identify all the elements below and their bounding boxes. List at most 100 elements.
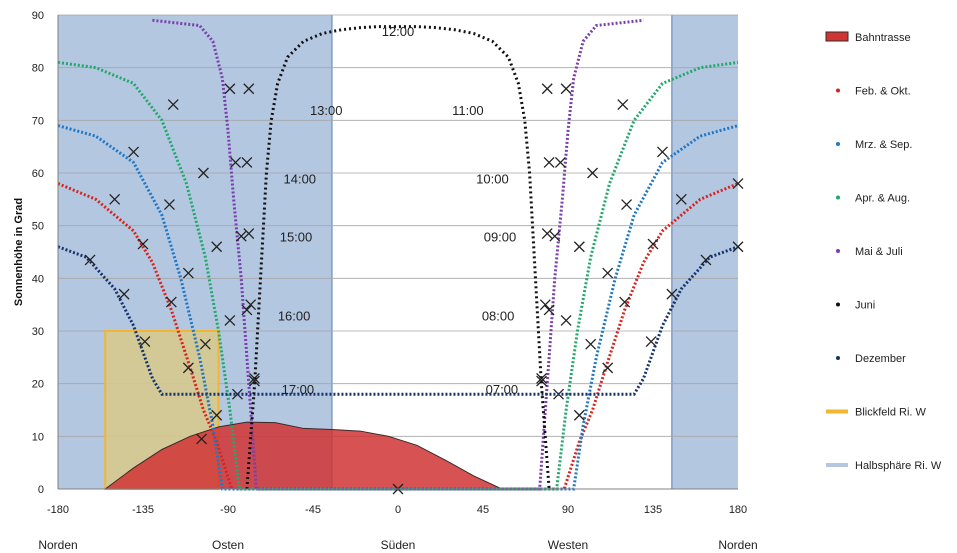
x-tick-label-3: -45 bbox=[305, 504, 321, 516]
series-marker-dezember-0 bbox=[84, 254, 96, 266]
y-tick-label-8: 80 bbox=[32, 63, 44, 75]
series-marker-feb-okt-8 bbox=[675, 193, 687, 205]
series-marker-mai-juli-1 bbox=[230, 157, 242, 168]
series-marker-apr-aug-1 bbox=[197, 167, 209, 179]
axes: 0 10 20 30 40 50 60 70 80 90 -180 -135 -90 -45 0 45 90 13… bbox=[13, 10, 758, 552]
time-label-8: 08:00 bbox=[482, 308, 515, 323]
legend-swatch-halbsph-re-ri-w bbox=[826, 463, 848, 467]
y-tick-label-4: 40 bbox=[32, 273, 44, 285]
direction-label-4: Norden bbox=[718, 538, 757, 552]
series-marker-mrz-sep-9 bbox=[656, 146, 668, 158]
series-marker-juni-10 bbox=[541, 83, 553, 95]
series-marker-apr-aug-9 bbox=[617, 99, 629, 110]
series-marker-dezember-3 bbox=[645, 336, 657, 347]
direction-label-0: Norden bbox=[38, 538, 77, 552]
series-marker-mai-juli-5 bbox=[536, 372, 548, 384]
legend-label-feb-okt: Feb. & Okt. bbox=[855, 86, 911, 98]
series-marker-dezember-5 bbox=[700, 254, 712, 266]
x-tick-label-6: 90 bbox=[562, 504, 574, 516]
legend: Bahntrasse Feb. & Okt. Mrz. & Sep. Apr. & A… bbox=[825, 31, 942, 472]
time-label-5: 15:00 bbox=[280, 229, 313, 244]
legend-label-mrz-sep: Mrz. & Sep. bbox=[855, 139, 912, 151]
series-marker-juni-9 bbox=[543, 157, 555, 168]
time-label-0: 12:00 bbox=[382, 24, 415, 39]
legend-swatch-apr-aug bbox=[836, 195, 840, 200]
series-marker-juni-7 bbox=[539, 299, 551, 311]
series-marker-apr-aug-8 bbox=[587, 167, 599, 179]
direction-label-3: Westen bbox=[548, 538, 588, 552]
series-marker-mai-juli-8 bbox=[554, 157, 566, 168]
series-marker-dezember-6 bbox=[732, 241, 744, 253]
series-marker-feb-okt-9 bbox=[732, 178, 744, 189]
y-tick-label-6: 60 bbox=[32, 168, 44, 180]
y-tick-label-7: 70 bbox=[32, 115, 44, 127]
time-label-6: 09:00 bbox=[484, 229, 517, 244]
direction-label-2: Süden bbox=[381, 538, 416, 552]
series-marker-feb-okt-4 bbox=[196, 433, 208, 445]
series-marker-juni-3 bbox=[245, 299, 257, 311]
plot-area: 12:00 13:00 11:00 14:00 10:00 15:00 09:00 16:00… bbox=[57, 14, 744, 495]
series-marker-mrz-sep-4 bbox=[211, 409, 223, 421]
series-marker-dezember-4 bbox=[666, 288, 678, 300]
y-tick-label-3: 30 bbox=[32, 326, 44, 338]
series-marker-feb-okt-0 bbox=[109, 193, 121, 205]
series-marker-mai-juli-3 bbox=[241, 304, 253, 316]
series-marker-mrz-sep-5 bbox=[573, 409, 585, 421]
y-tick-label-1: 10 bbox=[32, 431, 44, 443]
series-marker-feb-okt-7 bbox=[647, 238, 659, 250]
y-tick-label-0: 0 bbox=[38, 484, 44, 496]
legend-label-juni: Juni bbox=[855, 300, 875, 312]
x-tick-label-4: 0 bbox=[395, 504, 401, 516]
time-label-2: 11:00 bbox=[452, 103, 484, 118]
series-marker-apr-aug-7 bbox=[573, 241, 585, 253]
legend-label-dezember: Dezember bbox=[855, 353, 906, 365]
series-marker-dezember-1 bbox=[118, 288, 130, 300]
series-marker-dezember-2 bbox=[139, 336, 151, 347]
series-marker-mrz-sep-1 bbox=[163, 199, 175, 211]
legend-label-blickfeld-ri-w: Blickfeld Ri. W bbox=[855, 407, 927, 419]
time-label-4: 10:00 bbox=[476, 172, 509, 187]
series-marker-mrz-sep-8 bbox=[621, 199, 633, 211]
x-tick-label-2: -90 bbox=[220, 504, 236, 516]
series-marker-apr-aug-3 bbox=[224, 315, 236, 326]
series-marker-mrz-sep-3 bbox=[199, 338, 211, 350]
series-marker-feb-okt-1 bbox=[137, 238, 149, 250]
y-tick-label-2: 20 bbox=[32, 379, 44, 391]
legend-swatch-mrz-sep bbox=[836, 142, 840, 146]
series-marker-mrz-sep-6 bbox=[585, 338, 597, 350]
series-marker-feb-okt-3 bbox=[182, 362, 194, 374]
x-tick-label-7: 135 bbox=[644, 504, 662, 516]
time-label-7: 16:00 bbox=[278, 308, 311, 323]
x-tick-label-1: -135 bbox=[132, 504, 154, 516]
series-marker-juni-6 bbox=[536, 375, 548, 387]
series-marker-apr-aug-0 bbox=[167, 99, 179, 110]
series-marker-mai-juli-6 bbox=[543, 304, 555, 316]
legend-swatch-feb-okt bbox=[836, 88, 840, 93]
legend-swatch-juni bbox=[836, 302, 840, 307]
x-tick-label-8: 180 bbox=[729, 504, 747, 516]
series-marker-mrz-sep-7 bbox=[602, 267, 614, 279]
series-marker-juni-0 bbox=[243, 83, 255, 95]
series-marker-feb-okt-2 bbox=[165, 296, 177, 308]
legend-label-mai-juli: Mai & Juli bbox=[855, 246, 903, 258]
series-marker-juni-1 bbox=[241, 157, 253, 168]
series-marker-apr-aug-6 bbox=[560, 315, 572, 326]
series-marker-mai-juli-2 bbox=[235, 230, 247, 242]
time-label-9: 17:00 bbox=[282, 382, 315, 397]
series-marker-feb-okt-5 bbox=[602, 362, 614, 374]
series-marker-juni-2 bbox=[243, 228, 255, 240]
time-label-1: 13:00 bbox=[310, 103, 343, 118]
legend-label-halbsph-re-ri-w: Halbsphäre Ri. W bbox=[855, 460, 942, 472]
legend-swatch-blickfeld-ri-w bbox=[826, 409, 848, 414]
series-marker-mrz-sep-0 bbox=[128, 146, 140, 158]
legend-swatch-dezember bbox=[836, 356, 840, 360]
series-marker-juni-8 bbox=[541, 228, 553, 240]
series-marker-apr-aug-2 bbox=[211, 241, 223, 253]
time-label-10: 07:00 bbox=[486, 382, 519, 397]
x-tick-label-0: -180 bbox=[47, 504, 69, 516]
direction-label-1: Osten bbox=[212, 538, 244, 552]
time-label-3: 14:00 bbox=[284, 172, 317, 187]
y-axis-title: Sonnenhöhe in Grad bbox=[13, 198, 25, 306]
series-marker-feb-okt-6 bbox=[619, 296, 631, 308]
